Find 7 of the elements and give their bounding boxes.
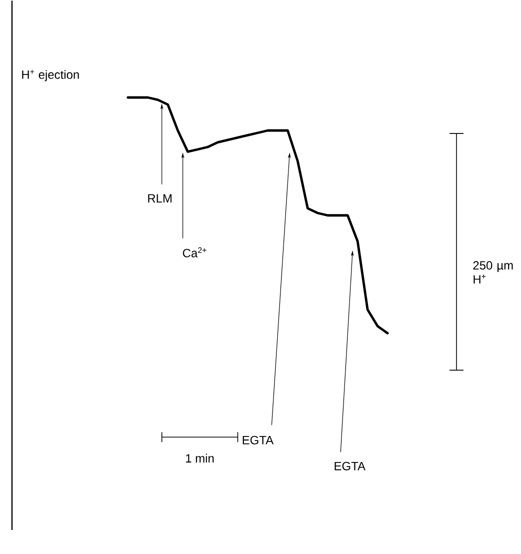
text: 1 min	[186, 454, 214, 462]
text: EGTA	[242, 436, 274, 444]
text: EGTA	[334, 462, 366, 470]
annotation: Ca$^{2+}$	[182, 247, 206, 258]
text: H$^{+}$ ejection	[22, 70, 79, 82]
annotation: RLM	[148, 194, 172, 203]
text: 250 µm H$^{+}$	[473, 261, 513, 284]
